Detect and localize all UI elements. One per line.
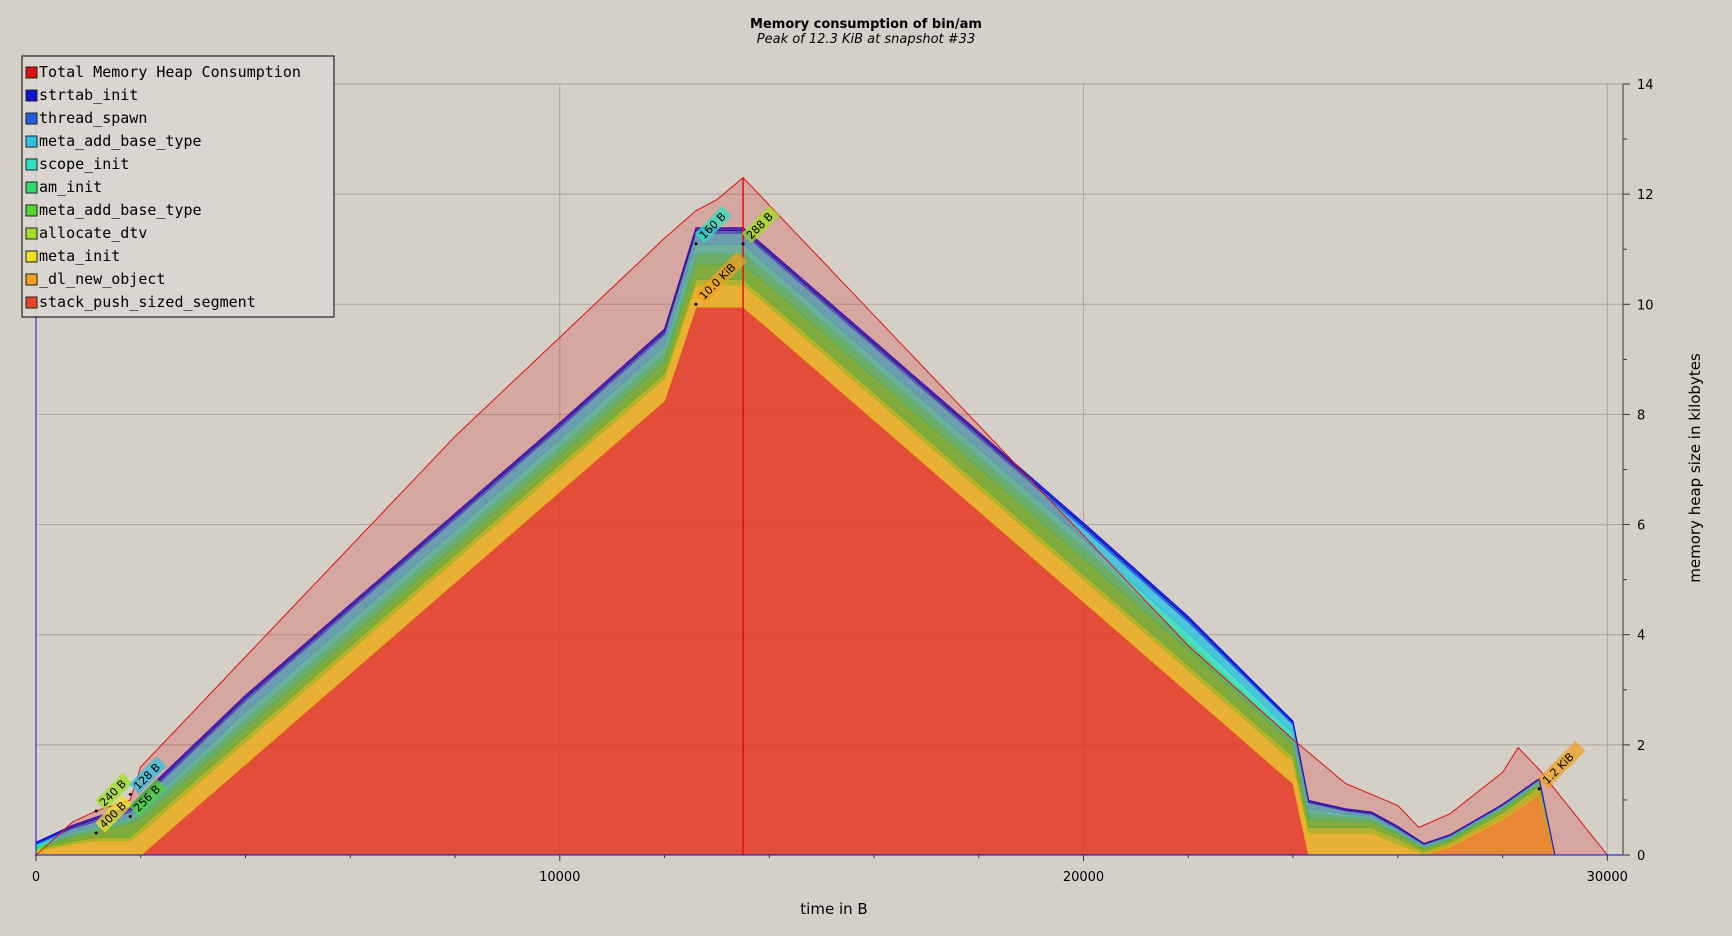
annotation-background xyxy=(129,756,167,794)
x-tick-label: 10000 xyxy=(539,870,580,885)
annotation-background xyxy=(95,773,133,811)
legend-entry: thread_spawn xyxy=(39,109,147,127)
y-tick-label: 14 xyxy=(1637,78,1654,93)
y-tick-label: 10 xyxy=(1637,298,1654,313)
legend-entry: strtab_init xyxy=(39,86,138,104)
annotation-background xyxy=(694,205,733,244)
legend-swatch xyxy=(25,66,38,79)
legend-swatch xyxy=(25,181,38,194)
legend-entry: Total Memory Heap Consumption xyxy=(39,63,301,81)
annotation-point xyxy=(1537,787,1541,791)
legend-swatch xyxy=(25,112,38,125)
annotation-background xyxy=(694,251,748,304)
legend-swatch xyxy=(25,89,38,102)
x-tick-label: 20000 xyxy=(1063,870,1104,885)
annotation-point xyxy=(94,809,98,813)
annotation-background xyxy=(1538,741,1586,789)
legend-entry: meta_init xyxy=(39,247,120,265)
total-heap-area xyxy=(34,176,1609,856)
x-axis-label: time in B xyxy=(800,900,867,918)
x-tick-label: 30000 xyxy=(1587,870,1628,885)
legend-box xyxy=(21,55,335,318)
y-tick-label: 0 xyxy=(1637,849,1645,864)
legend-swatch xyxy=(25,296,38,309)
annotation-background xyxy=(129,778,167,816)
legend-swatch xyxy=(25,158,38,171)
y-tick-label: 6 xyxy=(1637,519,1645,534)
annotation-label: 1.2 KiB xyxy=(1540,750,1577,787)
annotation-background xyxy=(95,795,133,833)
x-tick-label: 0 xyxy=(32,870,40,885)
legend-swatch xyxy=(25,204,38,217)
y-tick-label: 4 xyxy=(1637,629,1645,644)
legend-entry: meta_add_base_type xyxy=(39,132,202,150)
legend-entry: stack_push_sized_segment xyxy=(39,293,256,311)
legend-swatch xyxy=(25,135,38,148)
y-tick-label: 2 xyxy=(1637,739,1645,754)
legend-entry: scope_init xyxy=(39,155,129,173)
legend-swatch xyxy=(25,227,38,240)
legend-swatch xyxy=(25,273,38,286)
annotation-point xyxy=(128,792,132,796)
peak-annotation: 1.2 KiB xyxy=(1538,741,1586,789)
legend: Total Memory Heap Consumption strtab_init… xyxy=(21,55,335,318)
annotation-point xyxy=(94,831,98,835)
legend-entry: am_init xyxy=(39,178,102,196)
annotation-point xyxy=(741,242,745,246)
chart-title: Memory consumption of bin/am xyxy=(750,17,982,32)
y-axis-label: memory heap size in kilobytes xyxy=(1686,353,1704,583)
legend-swatch xyxy=(25,250,38,263)
legend-entry: _dl_new_object xyxy=(39,270,165,288)
annotation-point xyxy=(694,302,698,306)
y-tick-label: 12 xyxy=(1637,188,1654,203)
annotation-background xyxy=(741,205,780,244)
annotation-point xyxy=(694,242,698,246)
chart-subtitle: Peak of 12.3 KiB at snapshot #33 xyxy=(757,32,975,47)
legend-entry: allocate_dtv xyxy=(39,224,147,242)
y-tick-label: 8 xyxy=(1637,408,1645,423)
legend-entry: meta_add_base_type xyxy=(39,201,202,219)
annotation-point xyxy=(128,814,132,818)
